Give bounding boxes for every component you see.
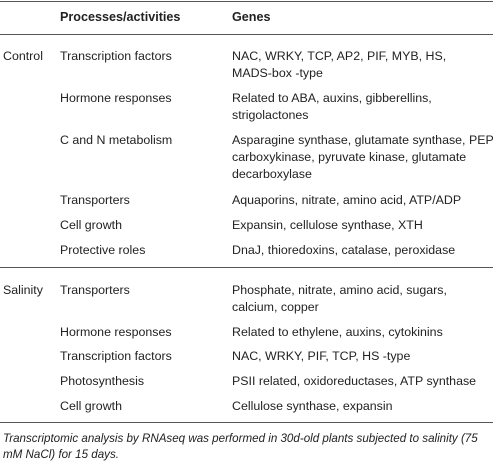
process-cell: Transporters — [60, 193, 130, 207]
genes-cell: Phosphate, nitrate, amino acid, sugars, — [232, 283, 447, 297]
process-cell: Hormone responses — [60, 91, 172, 105]
genes-cell: carboxykinase, pyruvate kinase, glutamat… — [232, 150, 467, 164]
process-cell: Transcription factors — [60, 49, 172, 63]
process-cell: Cell growth — [60, 399, 122, 413]
table-top-rule — [0, 1, 493, 2]
genes-cell: PSII related, oxidoreductases, ATP synth… — [232, 374, 477, 388]
genes-cell: strigolactones — [232, 108, 309, 122]
genes-cell: Aquaporins, nitrate, amino acid, ATP/ADP — [232, 193, 462, 207]
process-cell: Hormone responses — [60, 325, 172, 339]
genes-cell: NAC, WRKY, PIF, TCP, HS -type — [232, 349, 411, 363]
header-genes: Genes — [232, 10, 271, 24]
process-cell: Transporters — [60, 283, 130, 297]
group-label-control: Control — [3, 49, 43, 63]
header-processes: Processes/activities — [60, 10, 181, 24]
genes-cell: Related to ABA, auxins, gibberellins, — [232, 91, 432, 105]
header-rule — [0, 34, 493, 35]
process-cell: C and N metabolism — [60, 133, 173, 147]
process-cell: Cell growth — [60, 218, 122, 232]
genes-cell: decarboxylase — [232, 167, 312, 181]
process-cell: Transcription factors — [60, 349, 172, 363]
table-footnote: Transcriptomic analysis by RNAseq was pe… — [3, 432, 478, 461]
genes-cell: MADS-box -type — [232, 66, 323, 80]
genes-cell: Related to ethylene, auxins, cytokinins — [232, 325, 443, 339]
genes-cell: calcium, copper — [232, 300, 319, 314]
group-divider — [0, 267, 493, 268]
genes-cell: Cellulose synthase, expansin — [232, 399, 393, 413]
table-bottom-rule — [0, 422, 493, 423]
genes-cell: Expansin, cellulose synthase, XTH — [232, 218, 423, 232]
process-cell: Photosynthesis — [60, 374, 145, 388]
group-label-salinity: Salinity — [3, 283, 43, 297]
genes-cell: DnaJ, thioredoxins, catalase, peroxidase — [232, 243, 456, 257]
genes-cell: Asparagine synthase, glutamate synthase,… — [232, 133, 493, 147]
process-cell: Protective roles — [60, 243, 146, 257]
genes-cell: NAC, WRKY, TCP, AP2, PIF, MYB, HS, — [232, 49, 447, 63]
